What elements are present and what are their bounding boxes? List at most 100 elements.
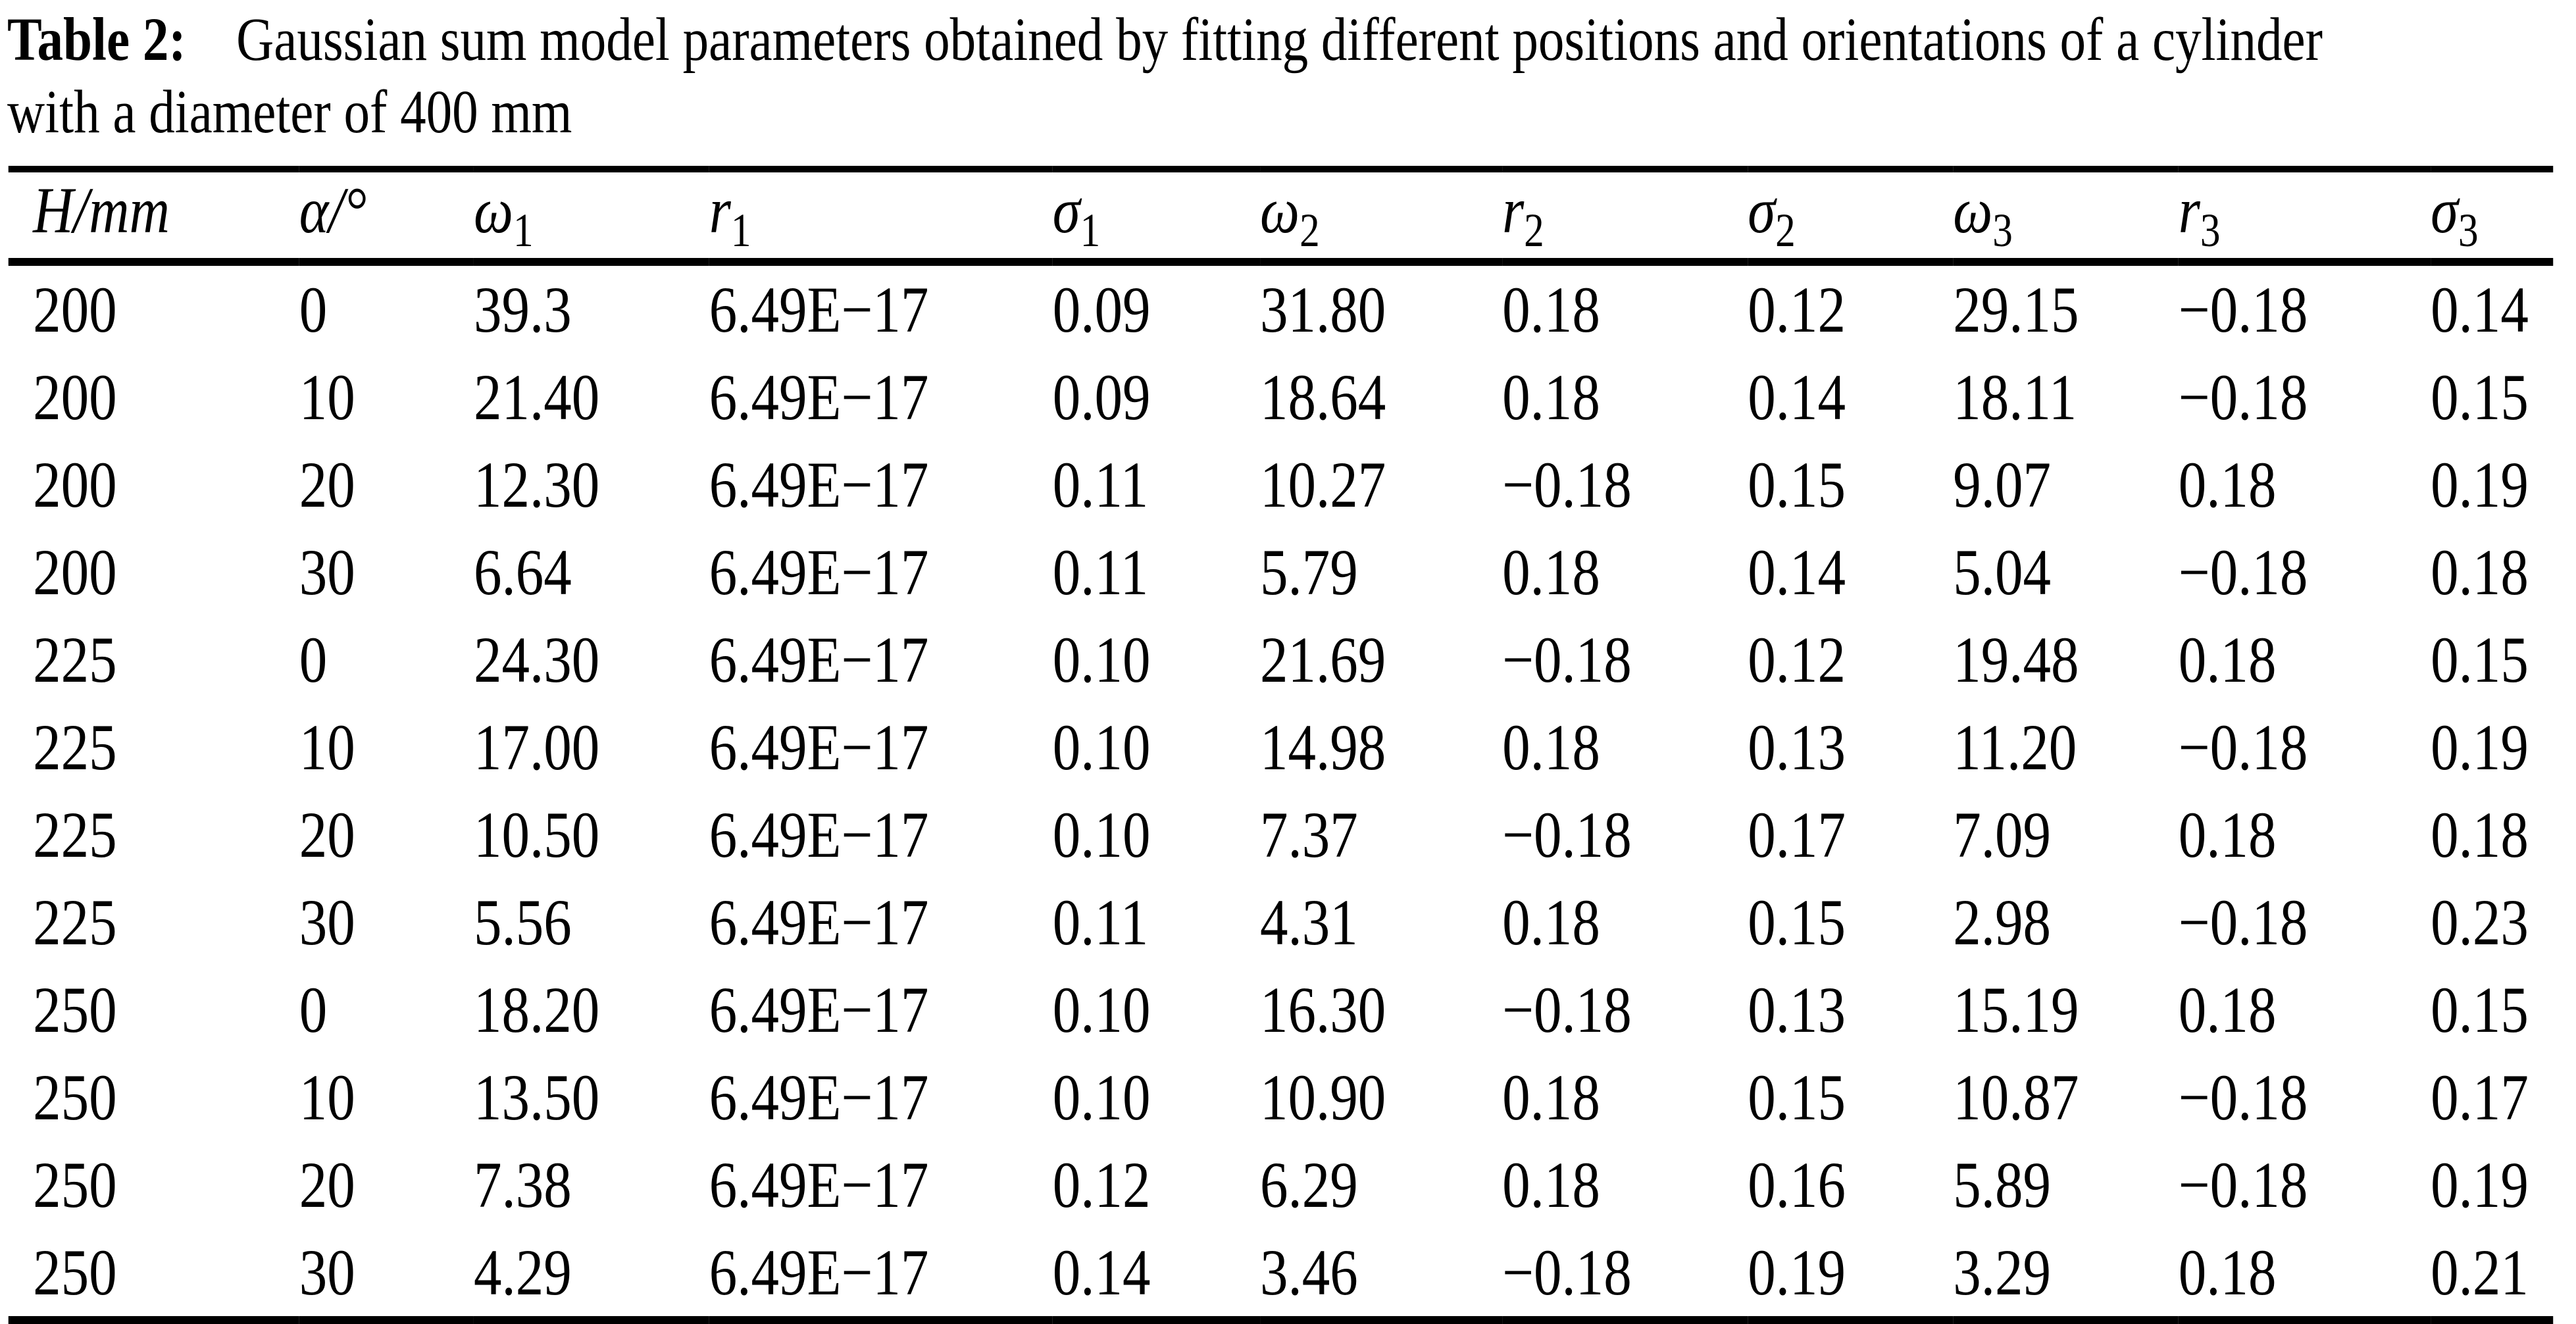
cell: 0.12	[1052, 1148, 1151, 1221]
cell: 0.19	[2431, 1148, 2529, 1221]
cell: 0.15	[2431, 973, 2529, 1046]
cell: 0.10	[1052, 623, 1151, 696]
cell: 5.79	[1260, 536, 1358, 609]
cell: 7.09	[1953, 798, 2051, 871]
cell: 6.49E−17	[709, 886, 929, 959]
table-row: 250 20 7.38 6.49E−17 0.12 6.29 0.18 0.16 5.89 −0.…	[9, 1141, 2554, 1229]
cell: 0.18	[1502, 536, 1600, 609]
cell: 10.50	[473, 798, 600, 871]
cell: 0.12	[1748, 623, 1846, 696]
cell: 18.20	[473, 973, 600, 1046]
cell: 6.49E−17	[709, 273, 929, 346]
cell: 6.49E−17	[709, 448, 929, 521]
table-body: 200 0 39.3 6.49E−17 0.09 31.80 0.18 0.12 29.15 −0…	[9, 262, 2554, 1320]
cell: 250	[33, 1236, 117, 1309]
column-header-r2: r2	[1502, 169, 1748, 266]
cell: 19.48	[1953, 623, 2079, 696]
cell: −0.18	[2178, 1061, 2308, 1134]
cell: 0.15	[2431, 623, 2529, 696]
cell: −0.18	[1502, 798, 1632, 871]
cell: 0.18	[2431, 536, 2529, 609]
cell: 0.14	[2431, 273, 2529, 346]
cell: 0	[299, 973, 328, 1046]
cell: 0.16	[1748, 1148, 1846, 1221]
cell: 225	[33, 711, 117, 784]
cell: 9.07	[1953, 448, 2051, 521]
cell: 6.49E−17	[709, 1061, 929, 1134]
cell: 0.15	[1748, 448, 1846, 521]
table-row: 250 30 4.29 6.49E−17 0.14 3.46 −0.18 0.19 3.29 0.…	[9, 1229, 2554, 1320]
table-row: 250 10 13.50 6.49E−17 0.10 10.90 0.18 0.15 10.87…	[9, 1054, 2554, 1141]
cell: 18.11	[1953, 361, 2077, 434]
cell: 5.56	[473, 886, 572, 959]
table-row: 225 0 24.30 6.49E−17 0.10 21.69 −0.18 0.12 19.48…	[9, 616, 2554, 703]
cell: 10.90	[1260, 1061, 1386, 1134]
cell: 250	[33, 1148, 117, 1221]
table-row: 225 20 10.50 6.49E−17 0.10 7.37 −0.18 0.17 7.09 0…	[9, 791, 2554, 878]
cell: 13.50	[473, 1061, 600, 1134]
column-header-alpha: α/°	[299, 169, 474, 266]
cell: 0.18	[2178, 1236, 2277, 1309]
column-header-omega3: ω3	[1953, 169, 2179, 266]
cell: −0.18	[1502, 973, 1632, 1046]
cell: 0.15	[1748, 886, 1846, 959]
cell: 0.10	[1052, 1061, 1151, 1134]
cell: 0.15	[1748, 1061, 1846, 1134]
cell: 18.64	[1260, 361, 1386, 434]
caption-text-line-1: Gaussian sum model parameters obtained b…	[236, 6, 2323, 74]
cell: 6.64	[473, 536, 572, 609]
cell: −0.18	[2178, 886, 2308, 959]
cell: 4.31	[1260, 886, 1358, 959]
cell: 31.80	[1260, 273, 1386, 346]
cell: 0.17	[1748, 798, 1846, 871]
cell: 7.37	[1260, 798, 1358, 871]
cell: −0.18	[1502, 1236, 1632, 1309]
cell: 10	[299, 361, 355, 434]
cell: −0.18	[2178, 273, 2308, 346]
cell: 0.18	[2178, 973, 2277, 1046]
table-row: 200 20 12.30 6.49E−17 0.11 10.27 −0.18 0.15 9.07…	[9, 441, 2554, 528]
cell: 225	[33, 886, 117, 959]
cell: 200	[33, 361, 117, 434]
cell: 3.29	[1953, 1236, 2051, 1309]
table-header: H/mm α/° ω1 r1 σ1 ω2 r2 σ2 ω3 r3 σ3	[8, 169, 2554, 266]
table-caption: Table 2: Gaussian sum model parameters ob…	[0, 0, 2576, 149]
cell: 10	[299, 1061, 355, 1134]
table-row: 200 30 6.64 6.49E−17 0.11 5.79 0.18 0.14 5.04 −0.…	[9, 528, 2554, 616]
cell: 16.30	[1260, 973, 1386, 1046]
cell: 20	[299, 448, 355, 521]
cell: 7.38	[473, 1148, 572, 1221]
cell: −0.18	[1502, 623, 1632, 696]
cell: 0.14	[1748, 536, 1846, 609]
column-header-omega2: ω2	[1260, 169, 1503, 266]
table-row: 200 10 21.40 6.49E−17 0.09 18.64 0.18 0.14 18.11…	[9, 353, 2554, 441]
column-header-omega1: ω1	[473, 169, 709, 266]
cell: 4.29	[473, 1236, 572, 1309]
cell: 39.3	[473, 273, 572, 346]
cell: 21.40	[473, 361, 600, 434]
cell: 0.18	[2178, 798, 2277, 871]
cell: 6.49E−17	[709, 1148, 929, 1221]
cell: −0.18	[2178, 536, 2308, 609]
cell: 225	[33, 623, 117, 696]
cell: 0.11	[1052, 448, 1149, 521]
cell: −0.18	[2178, 361, 2308, 434]
cell: 0.18	[2178, 448, 2277, 521]
cell: 21.69	[1260, 623, 1386, 696]
cell: 30	[299, 886, 355, 959]
cell: 15.19	[1953, 973, 2079, 1046]
cell: 0.13	[1748, 973, 1846, 1046]
cell: 6.49E−17	[709, 1236, 929, 1309]
cell: 5.89	[1953, 1148, 2051, 1221]
cell: 0.21	[2431, 1236, 2529, 1309]
header-row: H/mm α/° ω1 r1 σ1 ω2 r2 σ2 ω3 r3 σ3	[8, 169, 2554, 266]
cell: 14.98	[1260, 711, 1386, 784]
cell: 29.15	[1953, 273, 2079, 346]
cell: 0.18	[1502, 886, 1600, 959]
cell: 0.11	[1052, 536, 1149, 609]
caption-label: Table 2:	[7, 6, 186, 74]
cell: 0.14	[1052, 1236, 1151, 1309]
cell: 0	[299, 623, 328, 696]
